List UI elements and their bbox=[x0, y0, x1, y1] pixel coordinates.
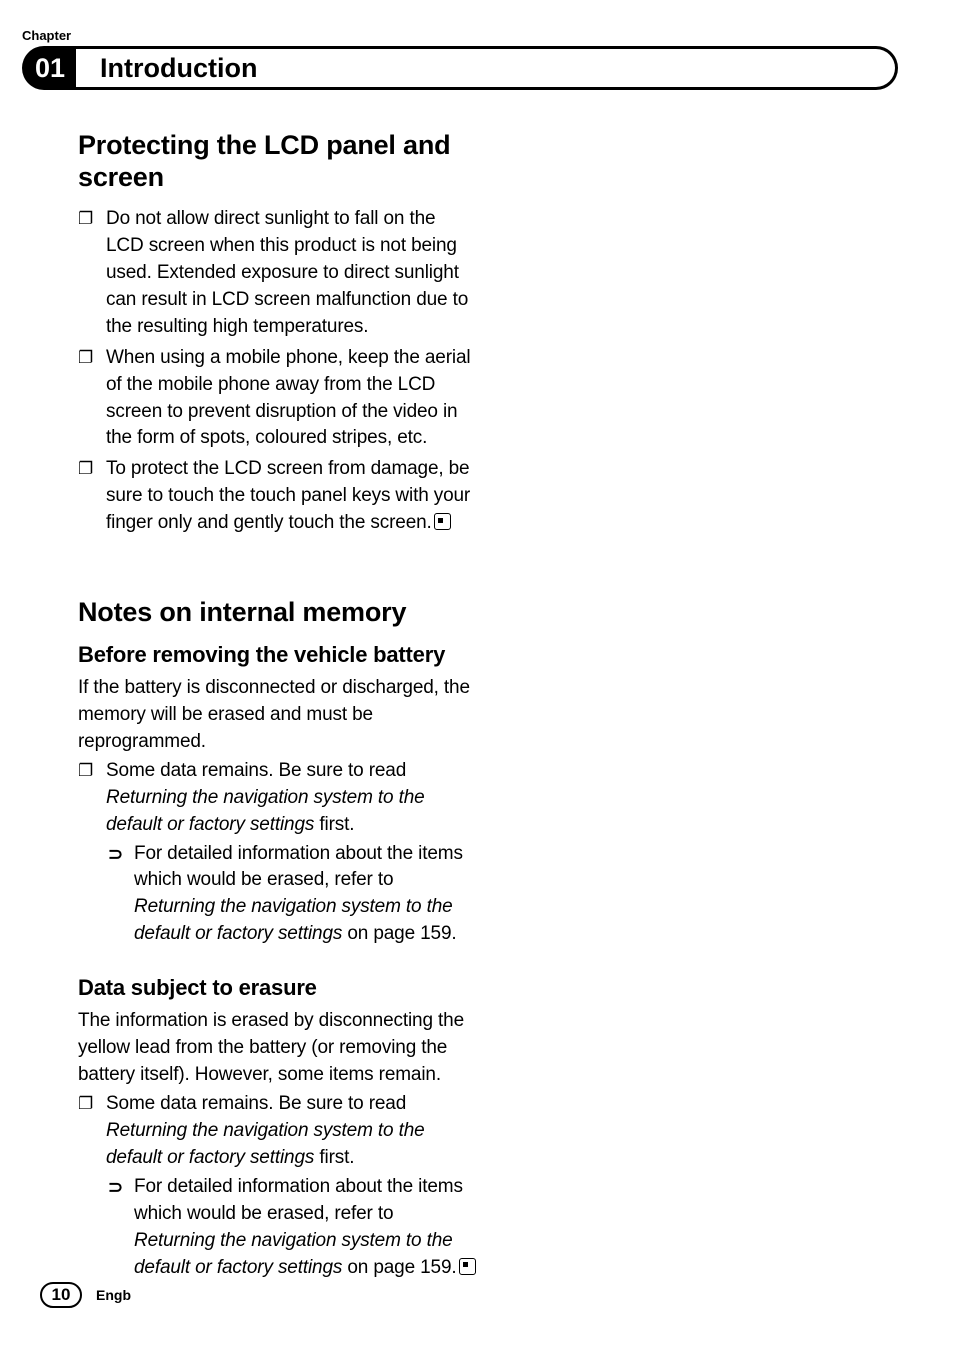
page-number: 10 bbox=[40, 1282, 82, 1308]
list-item: Do not allow direct sunlight to fall on … bbox=[78, 206, 478, 341]
sublist-item: For detailed information about the items… bbox=[106, 1174, 478, 1282]
list-item: Some data remains. Be sure to read Retur… bbox=[78, 1091, 478, 1282]
bullet-text: Some data remains. Be sure to read Retur… bbox=[106, 1093, 425, 1168]
end-mark-icon bbox=[459, 1258, 476, 1275]
header-bar: 01 Introduction bbox=[22, 46, 898, 90]
paragraph: If the battery is disconnected or discha… bbox=[78, 675, 478, 756]
end-mark-icon bbox=[434, 513, 451, 530]
subheading-data-erasure: Data subject to erasure bbox=[78, 974, 478, 1002]
chapter-label: Chapter bbox=[22, 28, 71, 43]
list-item: Some data remains. Be sure to read Retur… bbox=[78, 758, 478, 949]
list-item: When using a mobile phone, keep the aeri… bbox=[78, 345, 478, 453]
list-before-battery: Some data remains. Be sure to read Retur… bbox=[78, 758, 478, 949]
sublist: For detailed information about the items… bbox=[106, 1174, 478, 1282]
heading-notes-memory: Notes on internal memory bbox=[78, 597, 478, 629]
page: Chapter 01 Introduction Protecting the L… bbox=[0, 0, 954, 1352]
content-column: Protecting the LCD panel and screen Do n… bbox=[78, 130, 478, 1286]
list-item: To protect the LCD screen from damage, b… bbox=[78, 456, 478, 537]
section-title: Introduction bbox=[76, 53, 257, 84]
paragraph: The information is erased by disconnecti… bbox=[78, 1008, 478, 1089]
subheading-before-battery: Before removing the vehicle battery bbox=[78, 641, 478, 669]
footer-language: Engb bbox=[96, 1287, 131, 1303]
sublist-item: For detailed information about the items… bbox=[106, 841, 478, 949]
bullet-text: Do not allow direct sunlight to fall on … bbox=[106, 208, 468, 337]
arrow-text: For detailed information about the items… bbox=[134, 843, 463, 945]
sublist: For detailed information about the items… bbox=[106, 841, 478, 949]
bullet-text: When using a mobile phone, keep the aeri… bbox=[106, 347, 470, 449]
footer: 10 Engb bbox=[40, 1282, 131, 1308]
header-title-wrap: Introduction bbox=[76, 46, 898, 90]
chapter-number-pill: 01 bbox=[22, 46, 76, 90]
heading-protecting-lcd: Protecting the LCD panel and screen bbox=[78, 130, 478, 194]
list-protecting-lcd: Do not allow direct sunlight to fall on … bbox=[78, 206, 478, 538]
list-data-erasure: Some data remains. Be sure to read Retur… bbox=[78, 1091, 478, 1282]
bullet-text: To protect the LCD screen from damage, b… bbox=[106, 458, 470, 533]
arrow-text: For detailed information about the items… bbox=[134, 1176, 476, 1278]
bullet-text: Some data remains. Be sure to read Retur… bbox=[106, 760, 425, 835]
